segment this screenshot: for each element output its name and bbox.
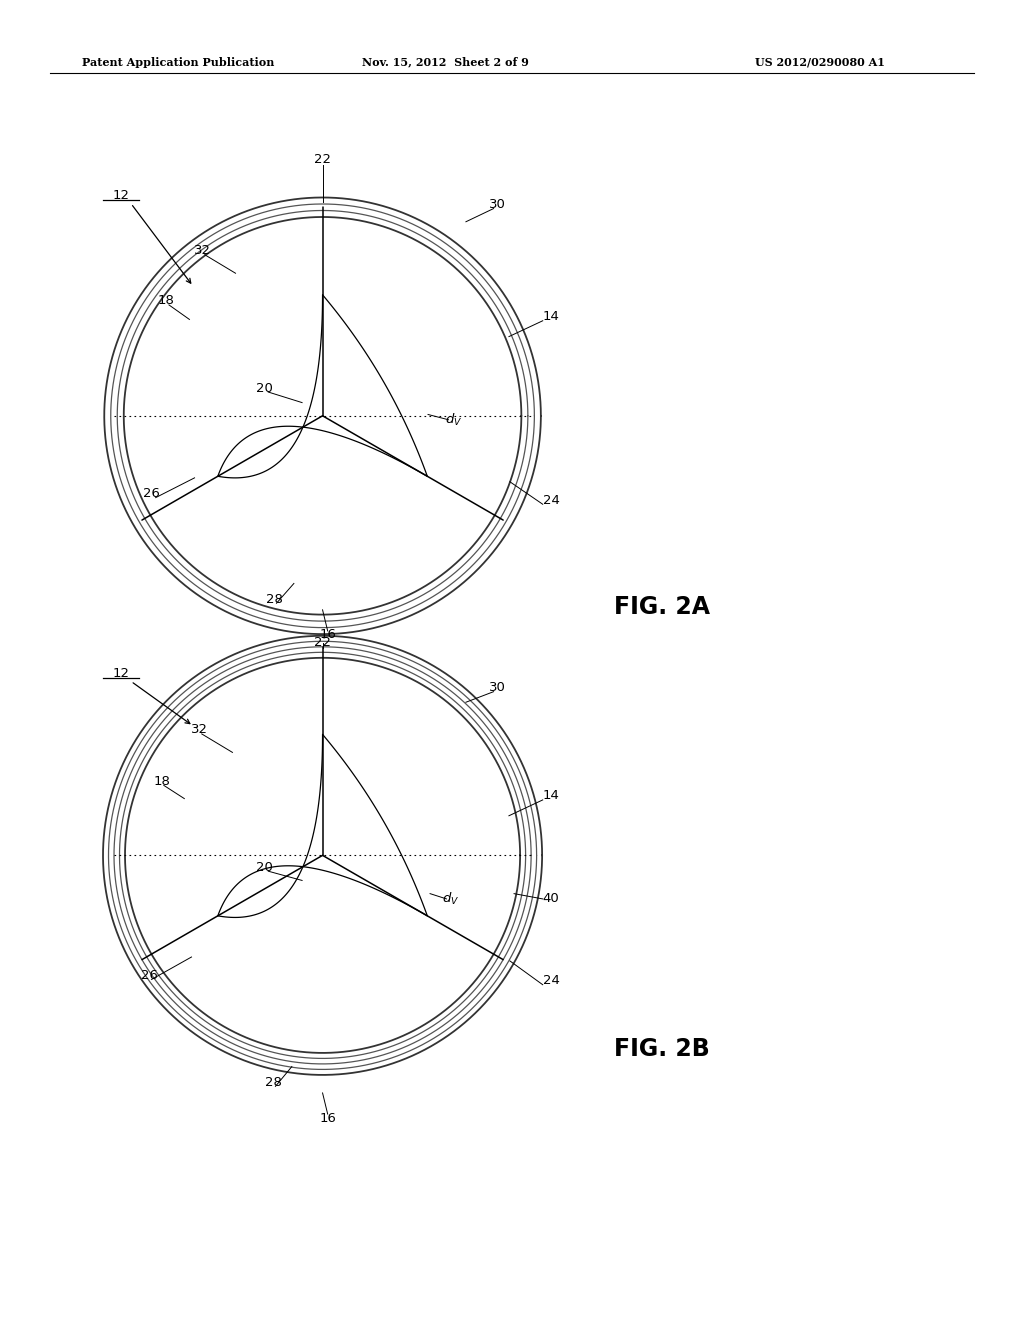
Text: 24: 24: [543, 974, 559, 987]
Text: Patent Application Publication: Patent Application Publication: [82, 57, 274, 67]
Text: 12: 12: [113, 189, 129, 202]
Text: 30: 30: [489, 198, 506, 211]
Text: 20: 20: [256, 861, 272, 874]
Text: 18: 18: [158, 294, 174, 308]
Text: 32: 32: [191, 723, 208, 737]
Text: 16: 16: [319, 628, 336, 642]
Text: $d_V$: $d_V$: [442, 891, 460, 907]
Text: 14: 14: [543, 789, 559, 803]
Text: 28: 28: [265, 1076, 282, 1089]
Text: 12: 12: [113, 667, 129, 680]
Text: $d_V$: $d_V$: [445, 412, 463, 428]
Text: 22: 22: [314, 153, 331, 166]
Text: FIG. 2B: FIG. 2B: [614, 1038, 711, 1061]
Text: 26: 26: [143, 487, 160, 500]
Text: 16: 16: [319, 1111, 336, 1125]
Text: 20: 20: [256, 381, 272, 395]
Text: FIG. 2A: FIG. 2A: [614, 595, 711, 619]
Text: US 2012/0290080 A1: US 2012/0290080 A1: [755, 57, 885, 67]
Text: Nov. 15, 2012  Sheet 2 of 9: Nov. 15, 2012 Sheet 2 of 9: [362, 57, 528, 67]
Text: 24: 24: [543, 494, 559, 507]
Text: 40: 40: [543, 892, 559, 906]
Text: 28: 28: [266, 593, 283, 606]
Text: 22: 22: [314, 636, 331, 649]
Text: 26: 26: [141, 969, 158, 982]
Text: 14: 14: [543, 310, 559, 323]
Text: 18: 18: [154, 775, 170, 788]
Text: 32: 32: [195, 244, 211, 257]
Text: 30: 30: [489, 681, 506, 694]
